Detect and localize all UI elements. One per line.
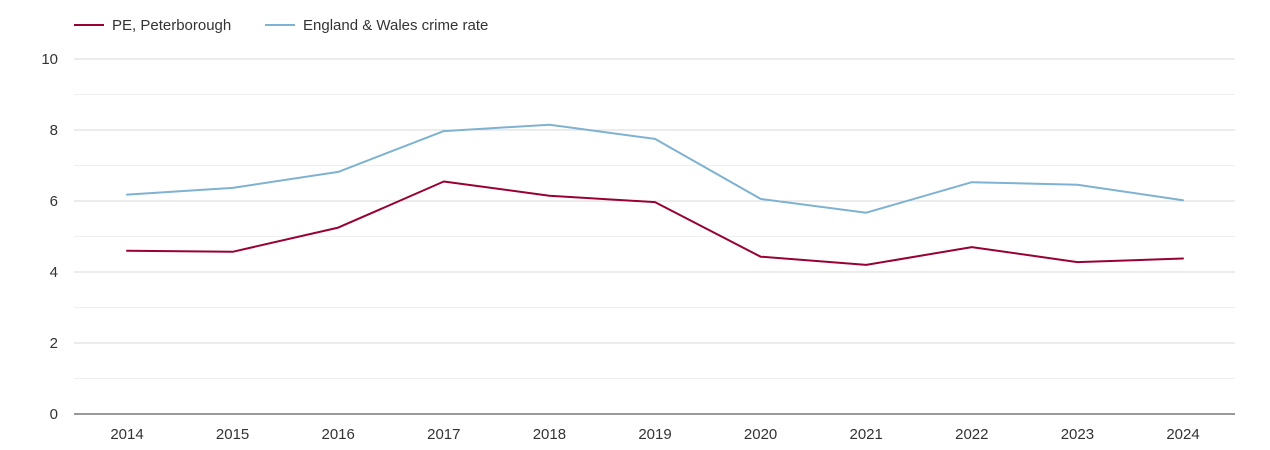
data-series (126, 123, 1184, 266)
x-tick-label: 2021 (850, 426, 883, 443)
x-tick-label: 2016 (322, 426, 355, 443)
x-tick-label: 2024 (1166, 426, 1199, 443)
x-tick-label: 2018 (533, 426, 566, 443)
legend-label-pe-peterborough: PE, Peterborough (112, 17, 231, 34)
y-tick-label: 6 (50, 193, 58, 210)
x-tick-label: 2019 (638, 426, 671, 443)
x-axis-tick-labels: 2014 2015 2016 2017 2018 2019 2020 2021 2022 2023… (110, 426, 1199, 443)
series-line-pe-peterborough (126, 180, 1184, 266)
y-tick-label: 2 (50, 335, 58, 352)
x-tick-label: 2023 (1061, 426, 1094, 443)
series-line-england-wales (126, 123, 1184, 214)
x-tick-label: 2017 (427, 426, 460, 443)
x-tick-label: 2014 (110, 426, 143, 443)
y-tick-label: 0 (50, 406, 58, 423)
grid-lines (74, 58, 1235, 379)
y-tick-label: 8 (50, 122, 58, 139)
legend-item-pe-peterborough[interactable]: PE, Peterborough (74, 17, 231, 34)
x-tick-label: 2020 (744, 426, 777, 443)
legend-item-england-wales[interactable]: England & Wales crime rate (265, 17, 488, 34)
y-axis-tick-labels: 0 2 4 6 8 10 (41, 51, 58, 423)
y-tick-label: 10 (41, 51, 58, 68)
legend-label-england-wales: England & Wales crime rate (303, 17, 488, 34)
x-tick-label: 2015 (216, 426, 249, 443)
y-tick-label: 4 (50, 264, 58, 281)
x-tick-label: 2022 (955, 426, 988, 443)
chart-legend: PE, Peterborough England & Wales crime r… (74, 17, 488, 34)
